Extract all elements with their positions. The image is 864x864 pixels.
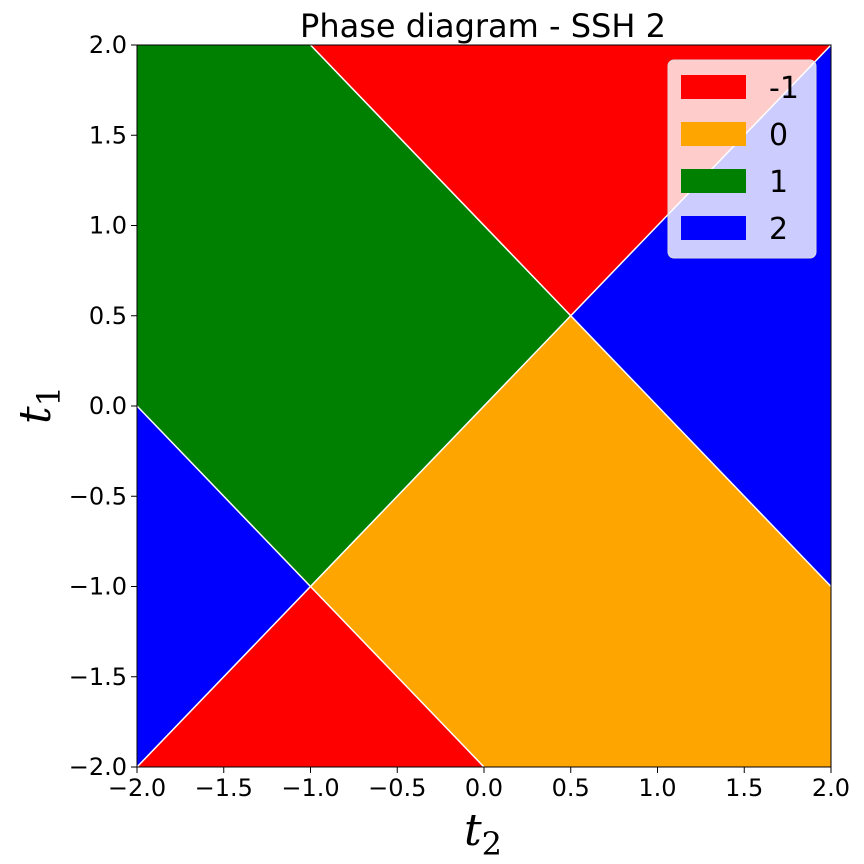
x-axis-label: t2 <box>464 805 502 863</box>
legend-label: -1 <box>769 71 799 106</box>
chart-title: Phase diagram - SSH 2 <box>300 7 666 45</box>
legend-label: 1 <box>769 165 788 200</box>
y-tick-label: 0.5 <box>89 302 127 330</box>
legend-box <box>667 59 817 259</box>
legend-swatch <box>681 75 746 99</box>
x-tick-label: −1.5 <box>195 774 253 802</box>
x-tick-label: 0.5 <box>552 774 590 802</box>
legend-swatch <box>681 169 746 193</box>
legend-swatch <box>681 216 746 240</box>
y-axis-label: t1 <box>10 386 68 424</box>
y-axis-label-main: t <box>10 406 61 424</box>
legend-swatch <box>681 122 746 146</box>
x-axis-label-sub: 2 <box>482 825 502 863</box>
x-tick-label: 1.0 <box>638 774 676 802</box>
y-tick-label: −0.5 <box>69 482 127 510</box>
phase-boundary-2 <box>136 405 485 768</box>
x-tick-label: 0.0 <box>465 774 503 802</box>
legend-label: 2 <box>769 212 788 247</box>
y-axis-ticks: −2.0 −1.5 −1.0 −0.5 0.0 0.5 1.0 1.5 2.0 <box>69 31 137 781</box>
y-tick-label: −1.5 <box>69 663 127 691</box>
legend: -1 0 1 2 <box>667 59 817 259</box>
x-axis-ticks: −2.0 −1.5 −1.0 −0.5 0.0 0.5 1.0 1.5 2.0 <box>108 767 850 802</box>
x-tick-label: 1.5 <box>725 774 763 802</box>
y-tick-label: 1.5 <box>89 121 127 149</box>
y-tick-label: 0.0 <box>89 392 127 420</box>
x-tick-label: −0.5 <box>368 774 426 802</box>
x-tick-label: −2.0 <box>108 774 166 802</box>
x-axis-label-main: t <box>464 805 482 856</box>
phase-boundary-1 <box>309 44 832 588</box>
y-tick-label: 2.0 <box>89 31 127 59</box>
y-tick-label: 1.0 <box>89 212 127 240</box>
y-tick-label: −1.0 <box>69 573 127 601</box>
y-axis-label-sub: 1 <box>30 386 68 406</box>
legend-label: 0 <box>769 118 788 153</box>
y-tick-label: −2.0 <box>69 753 127 781</box>
x-tick-label: −1.0 <box>281 774 339 802</box>
x-tick-label: 2.0 <box>812 774 850 802</box>
